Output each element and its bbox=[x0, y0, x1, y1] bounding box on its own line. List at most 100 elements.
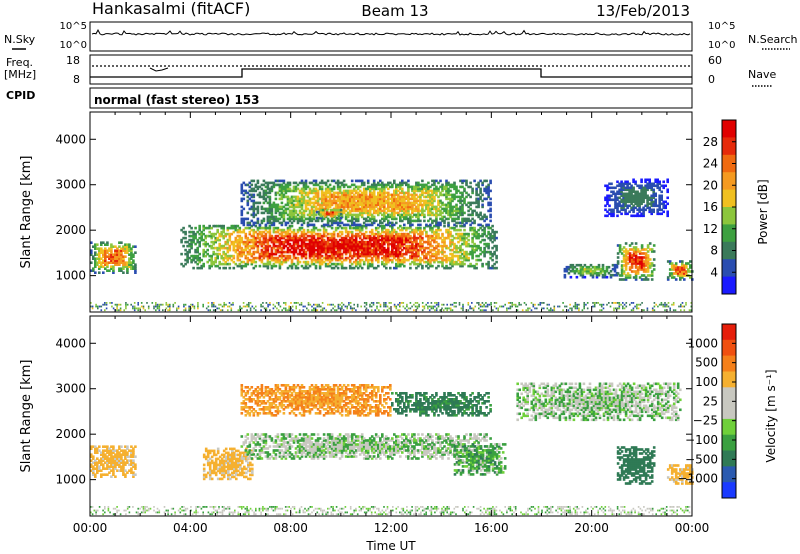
nave-dip bbox=[149, 67, 169, 72]
cpid-label: CPID bbox=[6, 89, 35, 102]
colorbar-tick-label: 4 bbox=[710, 265, 718, 279]
colorbar-tick-label: 100 bbox=[695, 375, 718, 389]
velocity-y-axis-label: Slant Range [km] bbox=[19, 360, 34, 473]
cpid-panel-frame bbox=[89, 87, 693, 109]
colorbar-tick-label: −1000 bbox=[677, 472, 718, 486]
colorbar-swatch bbox=[722, 324, 736, 341]
power-echoes bbox=[90, 178, 694, 312]
colorbar-swatch bbox=[722, 120, 736, 138]
colorbar-swatch bbox=[722, 355, 736, 372]
power-colorbar: 28 24 20 16 12 8 4 bbox=[703, 119, 737, 295]
noise-panel: N.Sky 10^5 10^0 10^5 10^0 N.Search bbox=[4, 21, 798, 52]
y-tick-label: 3000 bbox=[55, 178, 86, 192]
colorbar-tick-label: 24 bbox=[703, 157, 718, 171]
power-colorbar-label: Power [dB] bbox=[756, 179, 770, 244]
program-label: normal (fast stereo) 153 bbox=[94, 93, 260, 107]
colorbar-swatch bbox=[722, 189, 736, 208]
y-tick-label: 4000 bbox=[55, 132, 86, 146]
echo-region-3 bbox=[240, 179, 492, 227]
frequency-panel-frame bbox=[89, 54, 693, 85]
freq-label-1: Freq. bbox=[6, 56, 33, 69]
colorbar-swatch bbox=[722, 339, 736, 357]
colorbar-tick-label: 500 bbox=[695, 356, 718, 370]
x-tick-label: 04:00 bbox=[173, 521, 208, 535]
power-y-axis-label: Slant Range [km] bbox=[19, 156, 34, 269]
power-panel: 1000 2000 3000 4000 Slant Range [km] 28 24 20… bbox=[19, 111, 770, 313]
y-tick-label: 1000 bbox=[55, 269, 86, 283]
colorbar-frame bbox=[721, 323, 737, 499]
station-title: Hankasalmi (fitACF) bbox=[92, 0, 250, 18]
colorbar-swatch bbox=[722, 450, 736, 467]
colorbar-swatch bbox=[722, 241, 736, 260]
echo-region-7 bbox=[516, 382, 682, 422]
x-tick-label: 20:00 bbox=[574, 521, 609, 535]
noise-panel-frame bbox=[89, 21, 693, 52]
colorbar-swatch bbox=[722, 387, 736, 404]
x-tick-label: 16:00 bbox=[474, 521, 509, 535]
velocity-colorbar: 1000 500 100 25 −25 −100 −500 −1000 bbox=[677, 323, 737, 499]
echo-region-8 bbox=[666, 260, 694, 281]
echo-region-5 bbox=[391, 392, 492, 417]
nsearch-label: N.Search bbox=[748, 33, 798, 46]
colorbar-swatch bbox=[722, 403, 736, 420]
y-tick-label: 4000 bbox=[55, 336, 86, 350]
echo-region-1 bbox=[90, 445, 137, 478]
echo-region-6 bbox=[616, 242, 656, 281]
freq-label-2: [MHz] bbox=[4, 68, 36, 81]
echo-region-4 bbox=[315, 208, 343, 220]
echo-region-1 bbox=[90, 241, 137, 274]
colorbar-tick-label: −25 bbox=[693, 414, 718, 428]
echo-region-8 bbox=[616, 446, 656, 485]
y-tick-label: 1000 bbox=[55, 473, 86, 487]
velocity-y-ticks: 1000 2000 3000 4000 bbox=[55, 336, 692, 487]
date-title: 13/Feb/2013 bbox=[596, 2, 690, 20]
freq-tick-high: 18 bbox=[66, 54, 80, 67]
echo-region-6 bbox=[453, 443, 507, 476]
colorbar-swatch bbox=[722, 207, 736, 225]
nsky-label: N.Sky bbox=[4, 33, 36, 46]
colorbar-tick-label: 20 bbox=[703, 178, 718, 192]
nave-tick-high: 60 bbox=[708, 54, 722, 67]
colorbar-swatch bbox=[722, 482, 736, 499]
colorbar-tick-label: 12 bbox=[703, 222, 718, 236]
colorbar-tick-label: −100 bbox=[685, 433, 718, 447]
noise-trace bbox=[91, 29, 691, 36]
x-axis-label: Time UT bbox=[365, 539, 416, 553]
colorbar-swatch bbox=[722, 418, 736, 436]
beam-title: Beam 13 bbox=[361, 2, 428, 20]
colorbar-swatch bbox=[722, 371, 736, 388]
colorbar-swatch bbox=[722, 259, 736, 278]
y-tick-label: 2000 bbox=[55, 223, 86, 237]
velocity-echoes bbox=[90, 382, 694, 516]
nave-tick-low: 0 bbox=[708, 73, 715, 86]
colorbar-swatch bbox=[722, 172, 736, 191]
velocity-colorbar-label: Velocity [m s⁻¹] bbox=[764, 369, 778, 462]
velocity-x-ticks: 00:00 04:00 08:00 12:00 16:00 20:00 00:00 bbox=[73, 316, 710, 535]
x-tick-label: 00:00 bbox=[675, 521, 710, 535]
echo-region-2 bbox=[180, 224, 498, 270]
ground-clutter bbox=[90, 302, 693, 312]
colorbar-tick-label: 8 bbox=[710, 244, 718, 258]
colorbar-tick-label: 16 bbox=[703, 200, 718, 214]
colorbar-tick-label: 25 bbox=[703, 394, 718, 408]
frequency-trace bbox=[90, 68, 692, 78]
noise-tick-low: 10^0 bbox=[60, 40, 87, 51]
echo-region-5 bbox=[563, 263, 619, 279]
colorbar-swatch bbox=[722, 466, 736, 483]
x-tick-label: 12:00 bbox=[374, 521, 409, 535]
colorbar-tick-label: 28 bbox=[703, 135, 718, 149]
frequency-panel: Freq. [MHz] 18 8 60 0 Nave bbox=[4, 54, 776, 87]
velocity-panel: 1000 2000 3000 4000 00:00 04:00 08:00 12:00 16:… bbox=[19, 315, 778, 535]
noise-tick-low-right: 10^0 bbox=[708, 40, 735, 51]
colorbar-swatch bbox=[722, 137, 736, 156]
cpid-panel: CPID normal (fast stereo) 153 bbox=[6, 87, 693, 109]
y-tick-label: 2000 bbox=[55, 427, 86, 441]
colorbar-swatch bbox=[722, 154, 736, 173]
echo-region-2 bbox=[202, 447, 254, 481]
noise-tick-high-right: 10^5 bbox=[708, 21, 735, 32]
echo-region-7 bbox=[604, 178, 669, 218]
nave-label: Nave bbox=[748, 68, 776, 81]
colorbar-swatch bbox=[722, 434, 736, 451]
colorbar-tick-label: −500 bbox=[685, 452, 718, 466]
